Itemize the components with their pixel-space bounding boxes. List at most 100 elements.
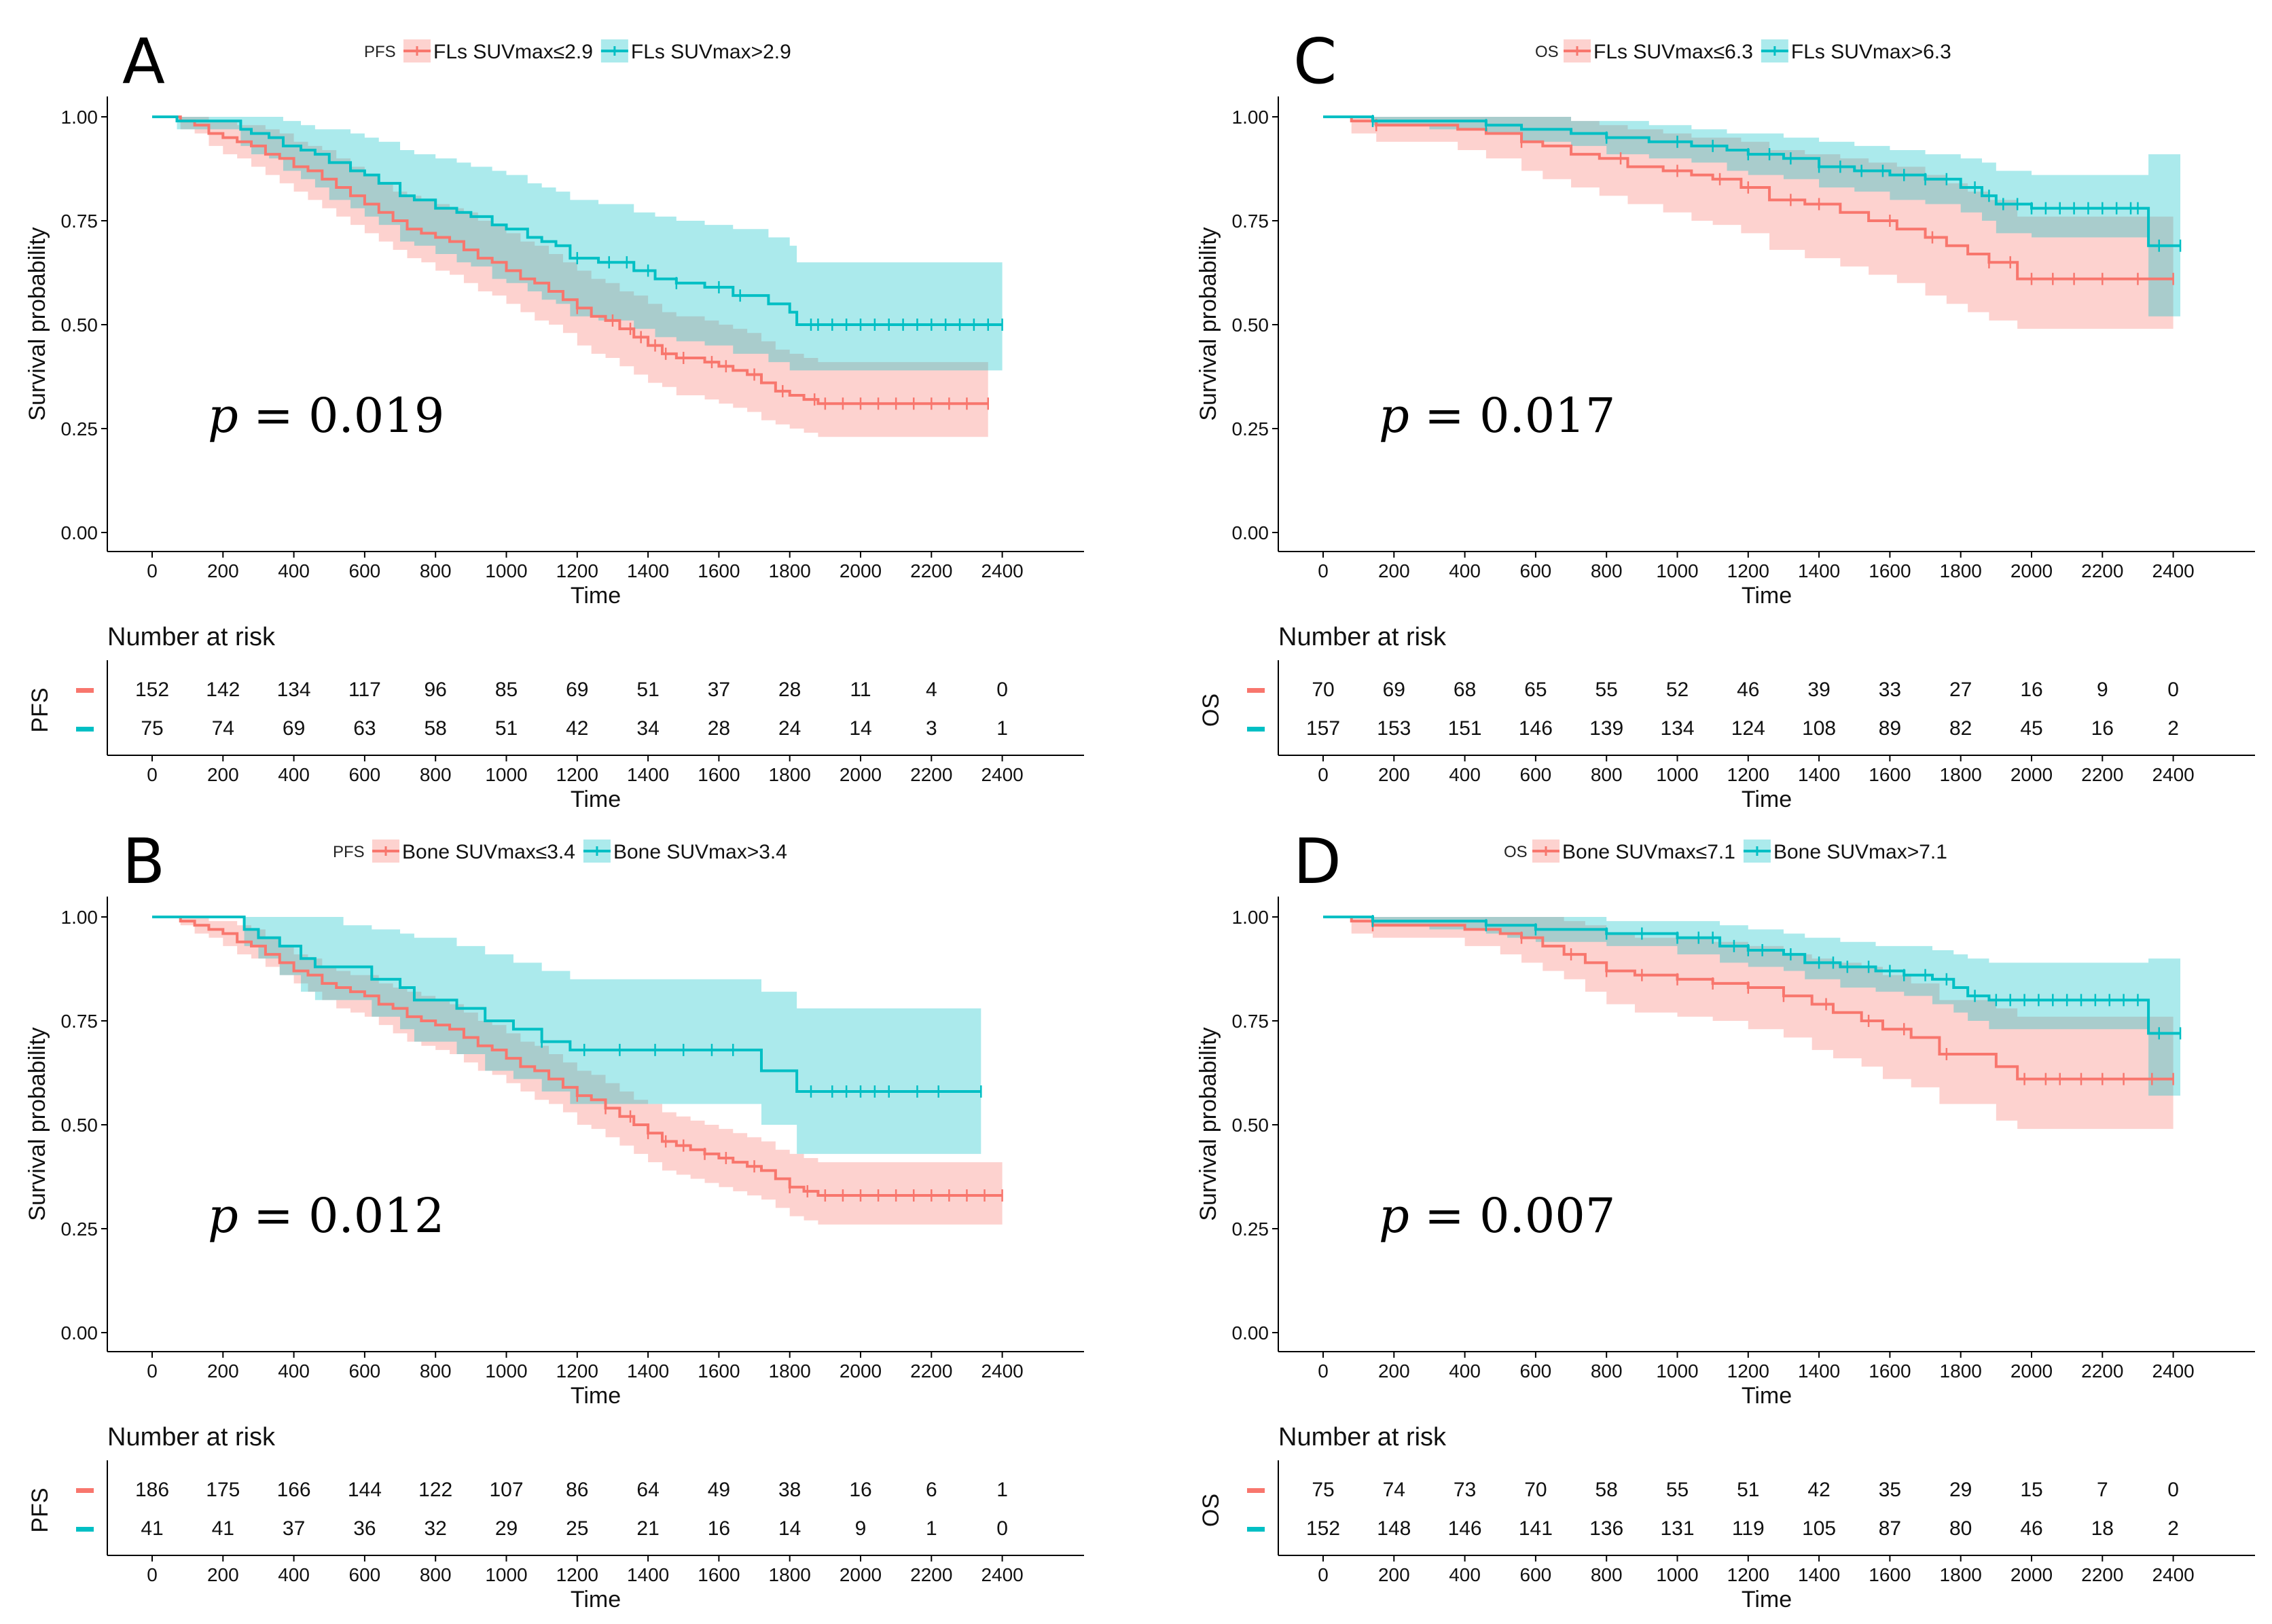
x-tick-label: 1000 — [1656, 1360, 1698, 1382]
y-tick-label: 0.00 — [1232, 1322, 1269, 1343]
risk-cell-high: 58 — [425, 717, 447, 740]
risk-x-axis-title: Time — [571, 1587, 621, 1612]
y-tick-label: 0.00 — [61, 522, 98, 543]
risk-cell-low: 117 — [348, 679, 381, 701]
y-axis-title: Survival probability — [24, 1027, 50, 1221]
risk-cell-low: 0 — [2167, 1479, 2179, 1501]
risk-cell-high: 34 — [636, 717, 659, 740]
risk-x-tick-label: 0 — [147, 764, 158, 785]
risk-cell-high: 16 — [708, 1517, 730, 1540]
y-tick-label: 0.75 — [61, 211, 98, 232]
risk-x-tick-label: 1000 — [1656, 764, 1698, 785]
risk-cell-low: 52 — [1666, 679, 1689, 701]
risk-cell-low: 69 — [1383, 679, 1405, 701]
risk-cell-low: 0 — [996, 679, 1008, 701]
risk-cell-high: 41 — [141, 1517, 163, 1540]
risk-cell-low: 85 — [495, 679, 518, 701]
x-tick-label: 400 — [278, 560, 310, 581]
risk-x-axis-title: Time — [1742, 1587, 1792, 1612]
y-axis-title: Survival probability — [1195, 1027, 1221, 1221]
risk-cell-low: 6 — [926, 1479, 937, 1501]
x-tick-label: 1800 — [1940, 1360, 1982, 1382]
risk-x-tick-label: 1200 — [556, 1564, 598, 1585]
risk-x-tick-label: 1200 — [556, 764, 598, 785]
risk-cell-low: 55 — [1595, 679, 1618, 701]
legend-title: OS — [1504, 843, 1528, 861]
panel-c: C OS FLs SUVmax≤6.3 FLs SUVmax>6.30.000.250… — [1195, 25, 2255, 812]
y-tick-label: 0.25 — [61, 418, 98, 439]
x-tick-label: 1000 — [1656, 560, 1698, 581]
risk-cell-low: 70 — [1312, 679, 1334, 701]
risk-cell-high: 63 — [353, 717, 376, 740]
risk-x-tick-label: 1800 — [1940, 764, 1982, 785]
risk-cell-low: 69 — [566, 679, 588, 701]
x-tick-label: 1200 — [1727, 560, 1769, 581]
risk-cell-high: 9 — [855, 1517, 867, 1540]
y-tick-label: 0.00 — [1232, 522, 1269, 543]
risk-x-tick-label: 2400 — [2152, 1564, 2194, 1585]
risk-x-tick-label: 1200 — [1727, 1564, 1769, 1585]
risk-cell-low: 49 — [708, 1479, 730, 1501]
x-tick-label: 2000 — [840, 560, 882, 581]
x-tick-label: 600 — [349, 560, 381, 581]
y-tick-label: 0.75 — [61, 1011, 98, 1032]
risk-cell-low: 55 — [1666, 1479, 1689, 1501]
risk-cell-high: 136 — [1589, 1517, 1623, 1540]
risk-x-tick-label: 2000 — [840, 1564, 882, 1585]
legend-key-high — [1743, 840, 1771, 863]
x-tick-label: 600 — [1520, 560, 1552, 581]
censor-marks-low — [576, 1089, 1003, 1202]
x-tick-label: 800 — [1591, 1360, 1623, 1382]
risk-cell-high: 89 — [1879, 717, 1901, 740]
y-tick-label: 1.00 — [1232, 907, 1269, 928]
legend-label-high: FLs SUVmax>2.9 — [631, 41, 791, 63]
risk-cell-low: 73 — [1454, 1479, 1476, 1501]
x-tick-label: 2000 — [840, 1360, 882, 1382]
risk-cell-high: 134 — [1660, 717, 1694, 740]
p-value-symbol: p — [1379, 388, 1409, 444]
x-tick-label: 1600 — [1869, 1360, 1911, 1382]
risk-cell-high: 82 — [1949, 717, 1972, 740]
risk-cell-low: 51 — [1737, 1479, 1759, 1501]
panel-a: A PFS FLs SUVmax≤2.9 FLs SUVmax>2.9 0.00 0.25… — [24, 25, 1084, 812]
p-value-number: = 0.019 — [238, 388, 445, 444]
risk-x-tick-label: 600 — [349, 764, 381, 785]
panel-d: D OS Bone SUVmax≤7.1 Bone SUVmax>7.1 0.00 0.2… — [1195, 825, 2255, 1612]
risk-cell-low: 38 — [778, 1479, 801, 1501]
censor-marks-high — [576, 252, 1003, 331]
x-tick-label: 2200 — [2081, 560, 2123, 581]
risk-key-high — [76, 1527, 94, 1532]
risk-x-tick-label: 200 — [1378, 1564, 1410, 1585]
risk-table-title: Number at risk — [1278, 1423, 1447, 1451]
risk-table-title: Number at risk — [107, 623, 276, 651]
risk-cell-high: 75 — [141, 717, 163, 740]
risk-cell-low: 11 — [850, 679, 871, 701]
legend-title: OS — [1535, 43, 1559, 61]
y-tick-label: 1.00 — [61, 907, 98, 928]
x-tick-label: 2400 — [981, 1360, 1023, 1382]
risk-cell-low: 27 — [1949, 679, 1972, 701]
x-tick-label: 1800 — [769, 1360, 811, 1382]
y-tick-label: 0.50 — [1232, 314, 1269, 336]
risk-table-side-label: OS — [1198, 1494, 1224, 1527]
legend-key-high — [600, 39, 628, 62]
ci-band-low — [1323, 117, 2174, 329]
risk-x-tick-label: 0 — [1318, 1564, 1329, 1585]
risk-x-tick-label: 1800 — [769, 764, 811, 785]
risk-cell-high: 157 — [1306, 717, 1340, 740]
p-value: p = 0.007 — [1379, 1188, 1615, 1244]
risk-cell-low: 16 — [2020, 679, 2042, 701]
x-tick-label: 0 — [147, 560, 158, 581]
legend-label-low: Bone SUVmax≤7.1 — [1562, 841, 1735, 863]
risk-key-high — [1247, 1527, 1265, 1532]
censor-marks-low — [576, 302, 989, 410]
legend-key-low — [403, 39, 431, 62]
y-tick-label: 0.00 — [61, 1322, 98, 1343]
risk-cell-high: 51 — [495, 717, 518, 740]
legend-key-high — [583, 840, 611, 863]
y-tick-label: 1.00 — [1232, 107, 1269, 128]
km-axes: 0.00 0.25 0.50 0.75 1.00 0 200 400 600 800 1000 120… — [24, 897, 1084, 1409]
risk-x-tick-label: 2400 — [981, 764, 1023, 785]
risk-cell-high: 124 — [1731, 717, 1765, 740]
